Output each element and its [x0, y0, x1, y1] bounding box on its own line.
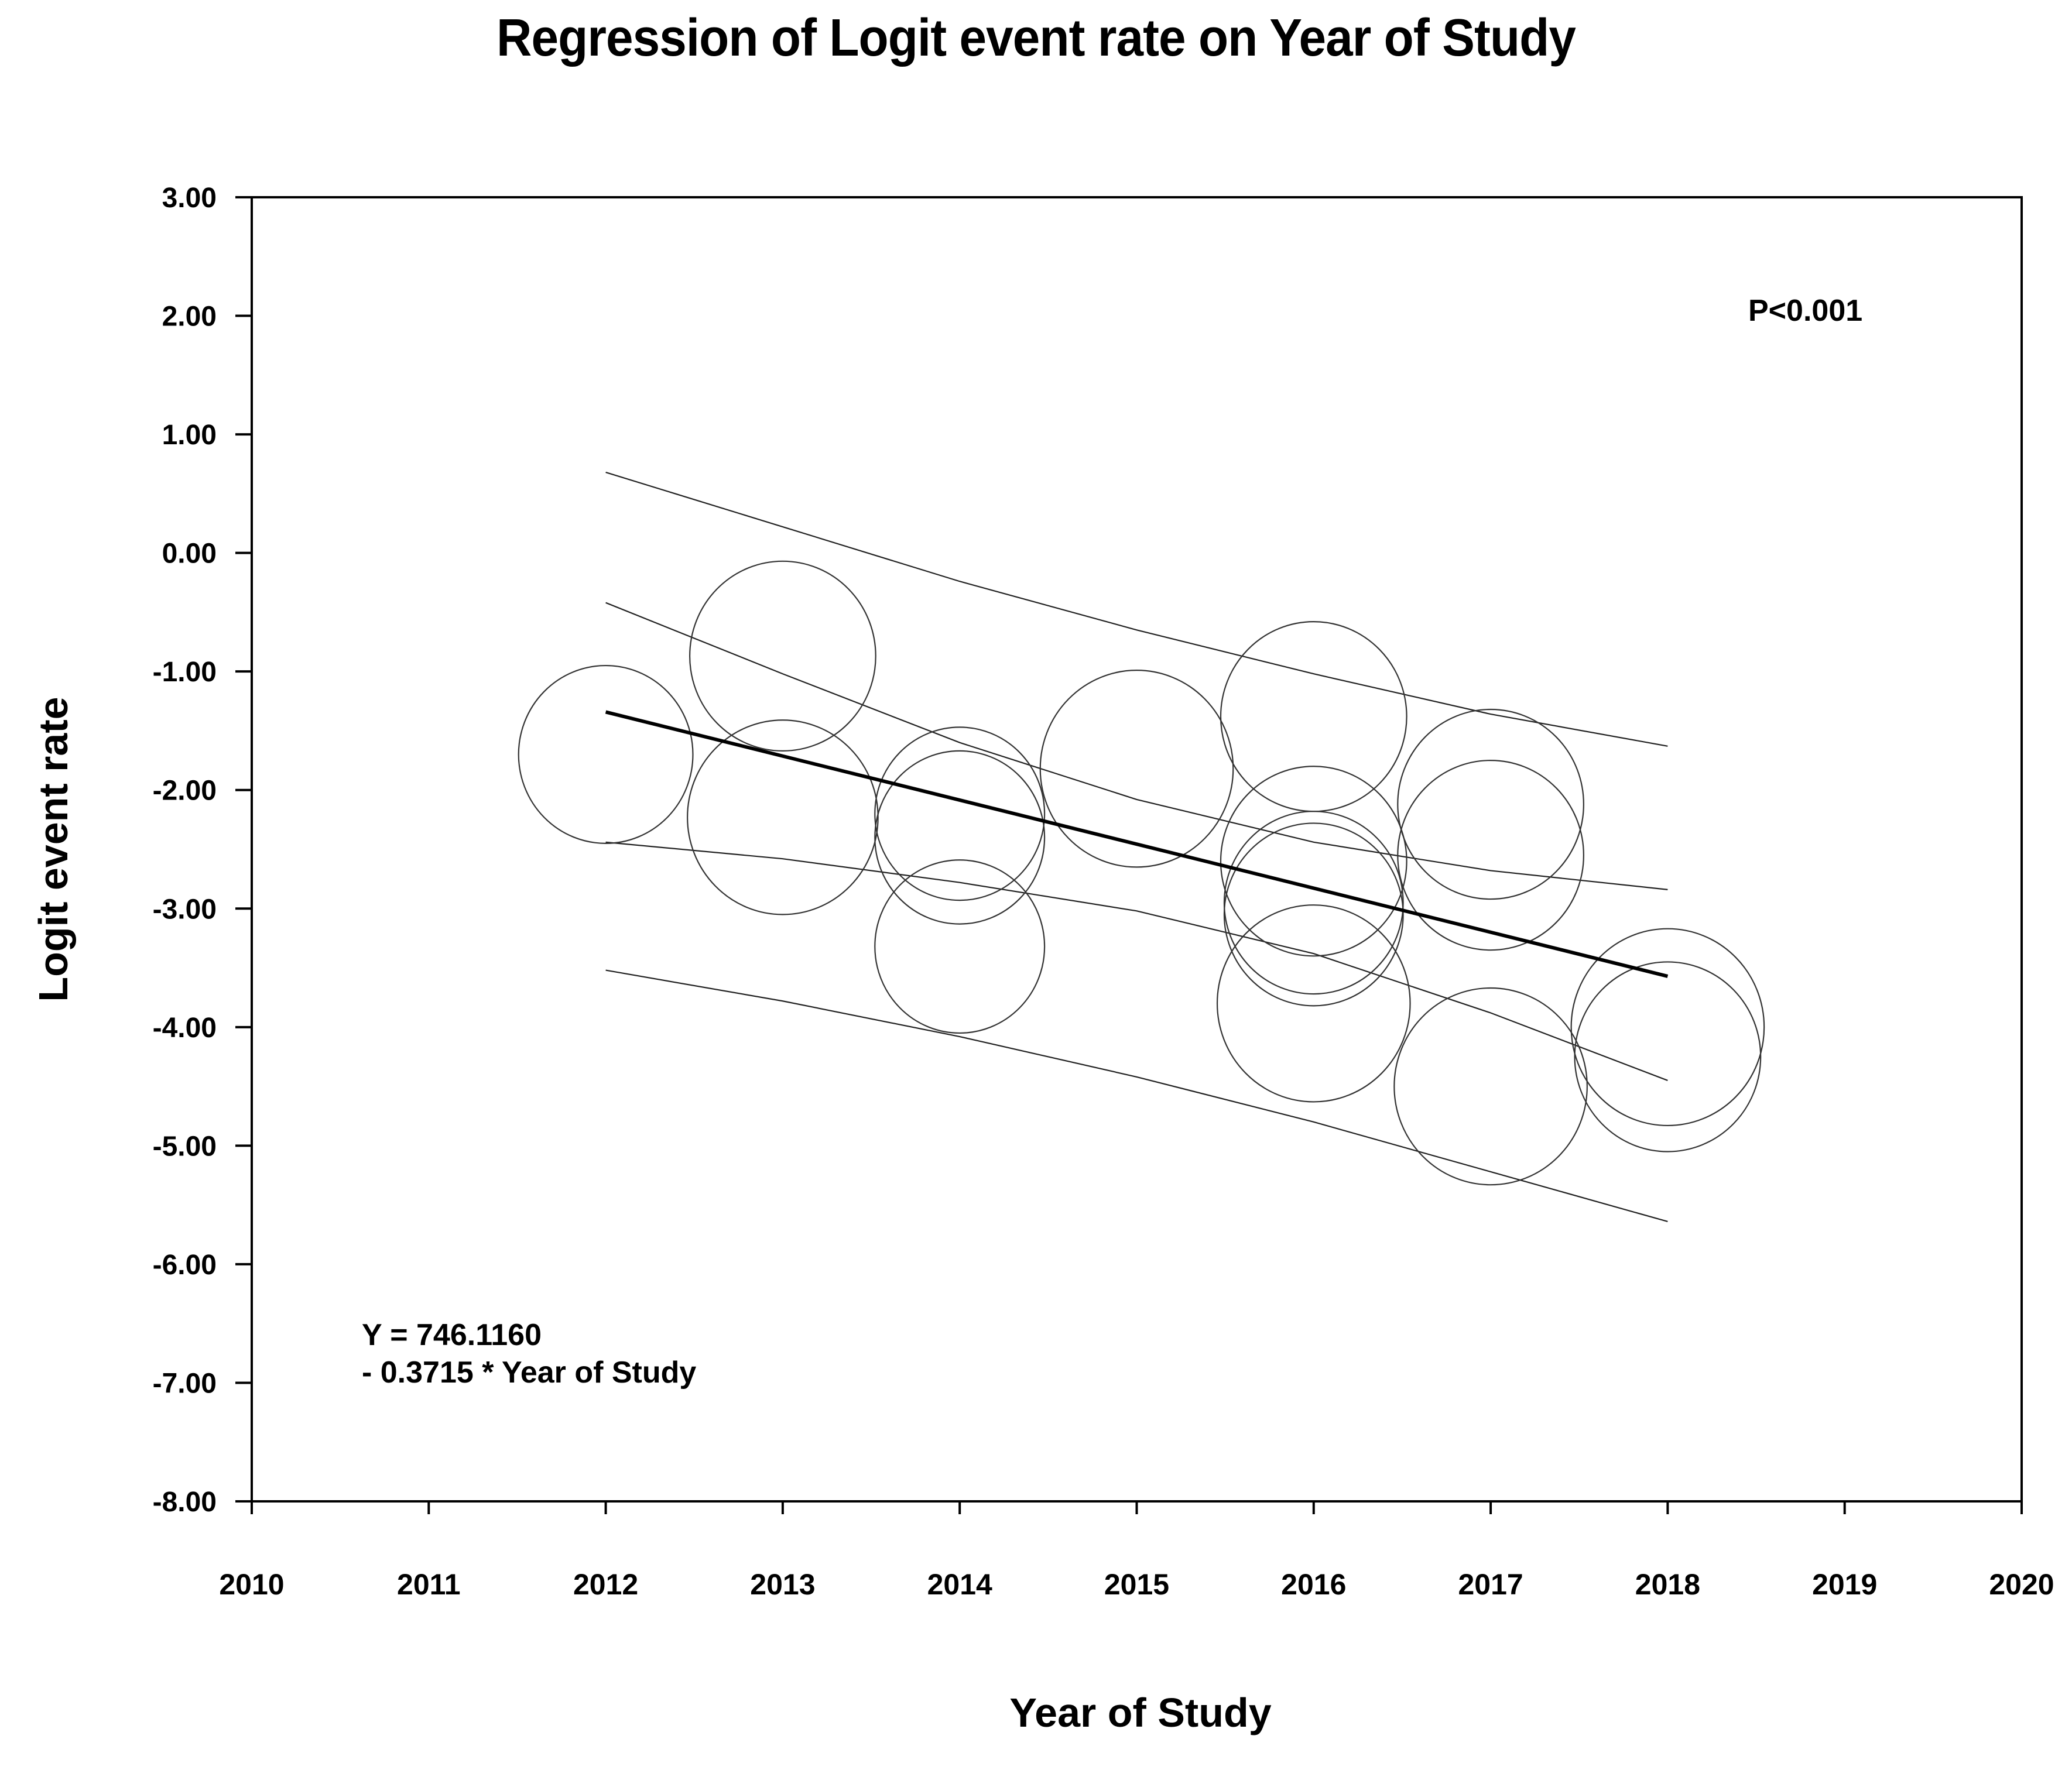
y-tick-label: 2.00 — [162, 301, 217, 332]
confidence-bands — [605, 471, 1668, 1223]
y-tick-label: 0.00 — [162, 538, 217, 570]
data-point — [1220, 621, 1407, 812]
data-points — [518, 560, 1765, 1186]
regression-line-group — [605, 710, 1669, 978]
data-point — [1393, 987, 1588, 1186]
pi-upper-line — [605, 471, 1668, 747]
x-tick-label: 2016 — [1281, 1568, 1346, 1601]
data-point — [687, 719, 879, 915]
data-point — [874, 750, 1046, 925]
y-tick-label: -2.00 — [153, 776, 217, 807]
pi-lower-line — [605, 969, 1668, 1223]
equation-line-1: Y = 746.1160 — [362, 1318, 542, 1352]
x-tick-label: 2018 — [1635, 1568, 1700, 1601]
ci-lower-line — [605, 841, 1668, 1081]
y-tick-label: -8.00 — [153, 1487, 217, 1518]
regression-line — [605, 710, 1669, 978]
x-tick-label: 2019 — [1812, 1568, 1877, 1601]
data-point — [1223, 811, 1404, 995]
data-point — [1570, 928, 1765, 1127]
equation-line-2: - 0.3715 * Year of Study — [362, 1356, 696, 1390]
x-tick-label: 2012 — [573, 1568, 638, 1601]
y-axis-title: Logit event rate — [30, 697, 76, 1001]
data-point — [1216, 904, 1411, 1103]
chart-title: Regression of Logit event rate on Year o… — [496, 9, 1576, 67]
y-axis: 3.00 2.00 1.00 0.00 -1.00 -2.00 -3.00 -4.00 -5.0… — [153, 183, 252, 1518]
x-tick-label: 2013 — [750, 1568, 815, 1601]
x-tick-label: 2015 — [1104, 1568, 1169, 1601]
y-tick-label: 1.00 — [162, 420, 217, 451]
data-point — [874, 859, 1046, 1034]
y-tick-label: 3.00 — [162, 183, 217, 214]
data-point — [1397, 708, 1584, 900]
plot-frame — [251, 196, 2023, 1503]
p-value-annotation: P<0.001 — [1748, 294, 1862, 328]
y-tick-label: -1.00 — [153, 657, 217, 688]
data-point — [1039, 670, 1234, 868]
data-point — [1220, 766, 1407, 957]
y-tick-label: -6.00 — [153, 1250, 217, 1281]
data-point — [689, 560, 876, 752]
x-tick-label: 2020 — [1989, 1568, 2054, 1601]
ci-upper-line — [605, 602, 1668, 890]
y-tick-label: -4.00 — [153, 1013, 217, 1044]
y-tick-label: -3.00 — [153, 894, 217, 925]
x-axis-title: Year of Study — [1009, 1690, 1271, 1735]
x-tick-label: 2014 — [927, 1568, 992, 1601]
data-point — [1574, 961, 1762, 1152]
y-tick-label: -5.00 — [153, 1131, 217, 1162]
x-tick-label: 2011 — [397, 1568, 460, 1601]
y-tick-label: -7.00 — [153, 1368, 217, 1399]
data-point — [518, 664, 694, 844]
x-axis: 2010 2011 2012 2013 2014 2015 2016 2017 2018 2019… — [219, 1501, 2054, 1601]
data-point — [1397, 759, 1584, 951]
data-point — [1223, 822, 1404, 1007]
x-tick-label: 2017 — [1458, 1568, 1523, 1601]
data-point — [874, 726, 1046, 901]
x-tick-label: 2010 — [219, 1568, 284, 1601]
